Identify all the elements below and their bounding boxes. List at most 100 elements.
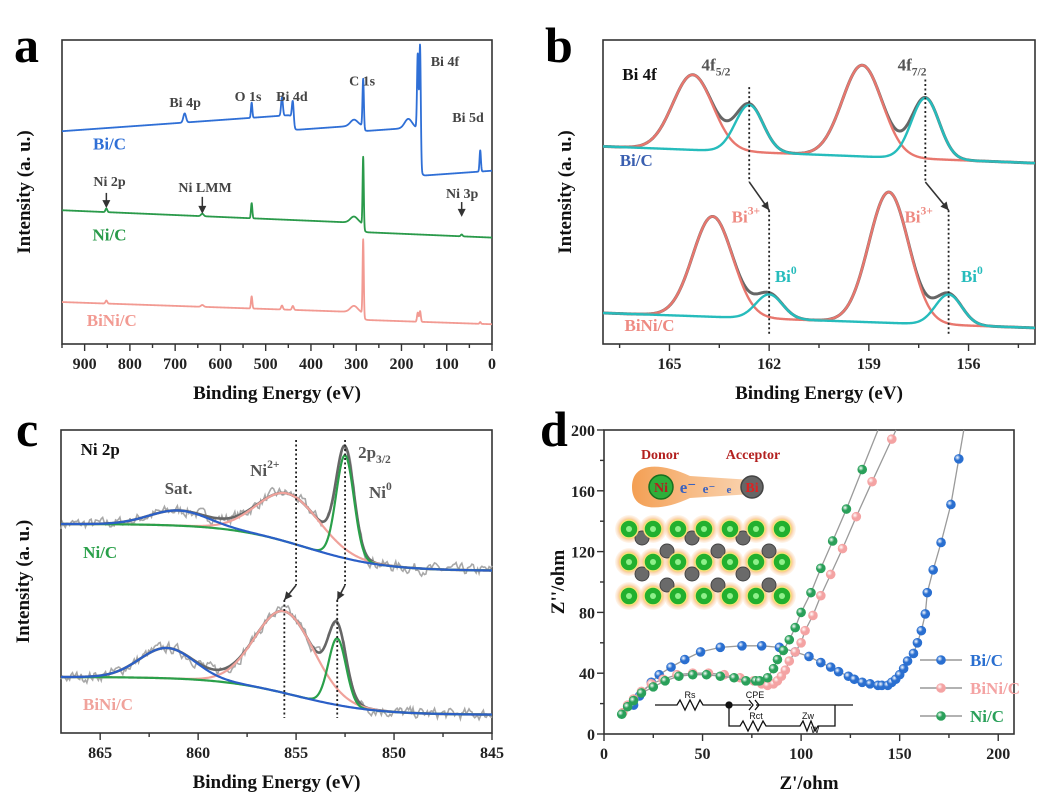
x-tick-label: 865 — [88, 745, 112, 762]
data-point-bi-c — [922, 587, 933, 598]
data-point-ni-c — [772, 654, 783, 665]
electron-label: e⁻ — [680, 478, 697, 497]
circuit-label-w: W — [811, 725, 820, 735]
data-point-ni-c — [796, 607, 806, 618]
x-tick-label: 800 — [118, 356, 142, 373]
atom-highlight — [779, 526, 785, 532]
panel-c-series — [60, 444, 493, 722]
panel-label-d: d — [540, 401, 568, 457]
data-point-bini-c — [825, 569, 836, 580]
annotation-o-1s: O 1s — [235, 90, 262, 105]
bi-atom-icon — [735, 566, 751, 582]
atom-highlight — [626, 593, 632, 599]
data-point-ni-c — [768, 663, 779, 674]
atom-highlight — [727, 526, 733, 532]
y-tick-label: 40 — [579, 666, 595, 683]
annotation-bi0: Bi0 — [775, 264, 797, 286]
data-point-bi-c — [804, 651, 814, 662]
data-point-bi-c — [756, 641, 767, 651]
panel-a-series — [61, 43, 493, 326]
bi-atom-icon — [634, 566, 650, 582]
annotation-bini-c: BiNi/C — [624, 316, 674, 335]
legend-marker — [936, 683, 946, 693]
bi-atom-icon — [684, 530, 700, 546]
x-tick-label: 845 — [480, 745, 504, 762]
data-point-bi-c — [737, 641, 747, 651]
component-bini-c-bi3 — [602, 190, 1036, 330]
circuit-label-cpe: CPE — [746, 690, 765, 700]
legend-label-bini-c: BiNi/C — [970, 679, 1020, 698]
data-point-bini-c — [796, 637, 806, 648]
atom-highlight — [779, 559, 785, 565]
x-tick-label: 50 — [695, 746, 711, 763]
x-tick-label: 200 — [389, 356, 413, 373]
atom-highlight — [701, 559, 707, 565]
series-line-bi-c — [61, 43, 493, 177]
atom-highlight — [753, 526, 759, 532]
annotation-bi-4f: Bi 4f — [431, 55, 460, 70]
component-bini-c-bi0 — [602, 293, 1036, 330]
lattice-illustration — [615, 515, 796, 610]
y-tick-label: 80 — [579, 605, 595, 622]
annotation-bi-4p: Bi 4p — [169, 96, 201, 111]
data-point-ni-c — [778, 645, 789, 656]
x-tick-label: 100 — [435, 356, 459, 373]
data-point-bini-c — [851, 511, 862, 522]
atom-highlight — [701, 593, 707, 599]
circuit-label-rs: Rs — [685, 690, 696, 700]
data-point-bi-c — [680, 654, 690, 665]
atom-highlight — [675, 559, 681, 565]
data-point-ni-c — [687, 669, 698, 680]
atom-highlight — [626, 526, 632, 532]
data-point-bi-c — [898, 663, 909, 674]
arrowhead-icon — [198, 205, 207, 214]
y-axis-title: Intensity (a. u.) — [555, 130, 576, 254]
annotation-bi-5d: Bi 5d — [452, 111, 484, 126]
annotation-bi-c: Bi/C — [620, 151, 653, 170]
panel-label-a: a — [14, 17, 39, 73]
annotation-sat: Sat. — [165, 479, 193, 498]
x-tick-label: 165 — [657, 356, 681, 373]
data-point-bi-c — [816, 657, 826, 668]
annotation-bi3: Bi3+ — [904, 204, 932, 226]
data-point-ni-c — [857, 464, 868, 475]
arrowhead-icon — [102, 200, 111, 209]
data-point-bini-c — [808, 610, 818, 621]
data-point-bi-c — [946, 499, 956, 510]
data-point-ni-c — [628, 695, 639, 706]
data-point-bi-c — [916, 625, 927, 636]
x-tick-label: 0 — [600, 746, 608, 763]
data-point-bi-c — [825, 662, 836, 672]
panel-b-axes: 165 162 159 156 Binding Energy (eV) Intensity… — [555, 39, 1036, 404]
legend-marker — [936, 655, 946, 665]
atom-highlight — [753, 559, 759, 565]
bi-atom-icon — [761, 543, 777, 559]
annotation-4f5-2: 4f5/2 — [702, 55, 731, 78]
atom-highlight — [779, 593, 785, 599]
equivalent-circuit: Rs CPE Rct Zw W — [655, 690, 853, 735]
plot-frame — [61, 39, 493, 345]
x-axis-title: Binding Energy (eV) — [735, 383, 903, 404]
y-tick-label: 200 — [571, 423, 595, 440]
legend-label-ni-c: Ni/C — [970, 707, 1004, 726]
component-ni-c-ni2 — [61, 491, 493, 572]
legend-marker — [936, 711, 946, 721]
x-axis-title: Binding Energy (eV) — [193, 383, 361, 404]
panel-b-annotations: Bi 4f 4f5/2 4f7/2 Bi/C Bi3+ Bi3+ Bi0 Bi0 BiNi/C — [620, 55, 983, 335]
legend-label-bi-c: Bi/C — [970, 651, 1003, 670]
panel-label-b: b — [545, 17, 573, 73]
ni-atom-label: Ni — [654, 481, 668, 496]
data-point-bi-c — [715, 642, 726, 653]
x-tick-label: 300 — [344, 356, 368, 373]
annotation-ni2: Ni2+ — [250, 458, 279, 480]
raw-spectrum-ni-c — [60, 444, 493, 578]
annotation-bini-c: BiNi/C — [83, 695, 133, 714]
data-point-ni-c — [616, 709, 627, 720]
series-line-ni-c — [61, 155, 493, 239]
data-point-bi-c — [695, 647, 706, 657]
panel-b-shift-guides — [748, 79, 950, 334]
arrowhead-icon — [940, 201, 949, 211]
plot-frame — [602, 39, 1036, 345]
annotation-bini-c: BiNi/C — [87, 311, 137, 330]
data-point-bi-c — [954, 454, 964, 464]
